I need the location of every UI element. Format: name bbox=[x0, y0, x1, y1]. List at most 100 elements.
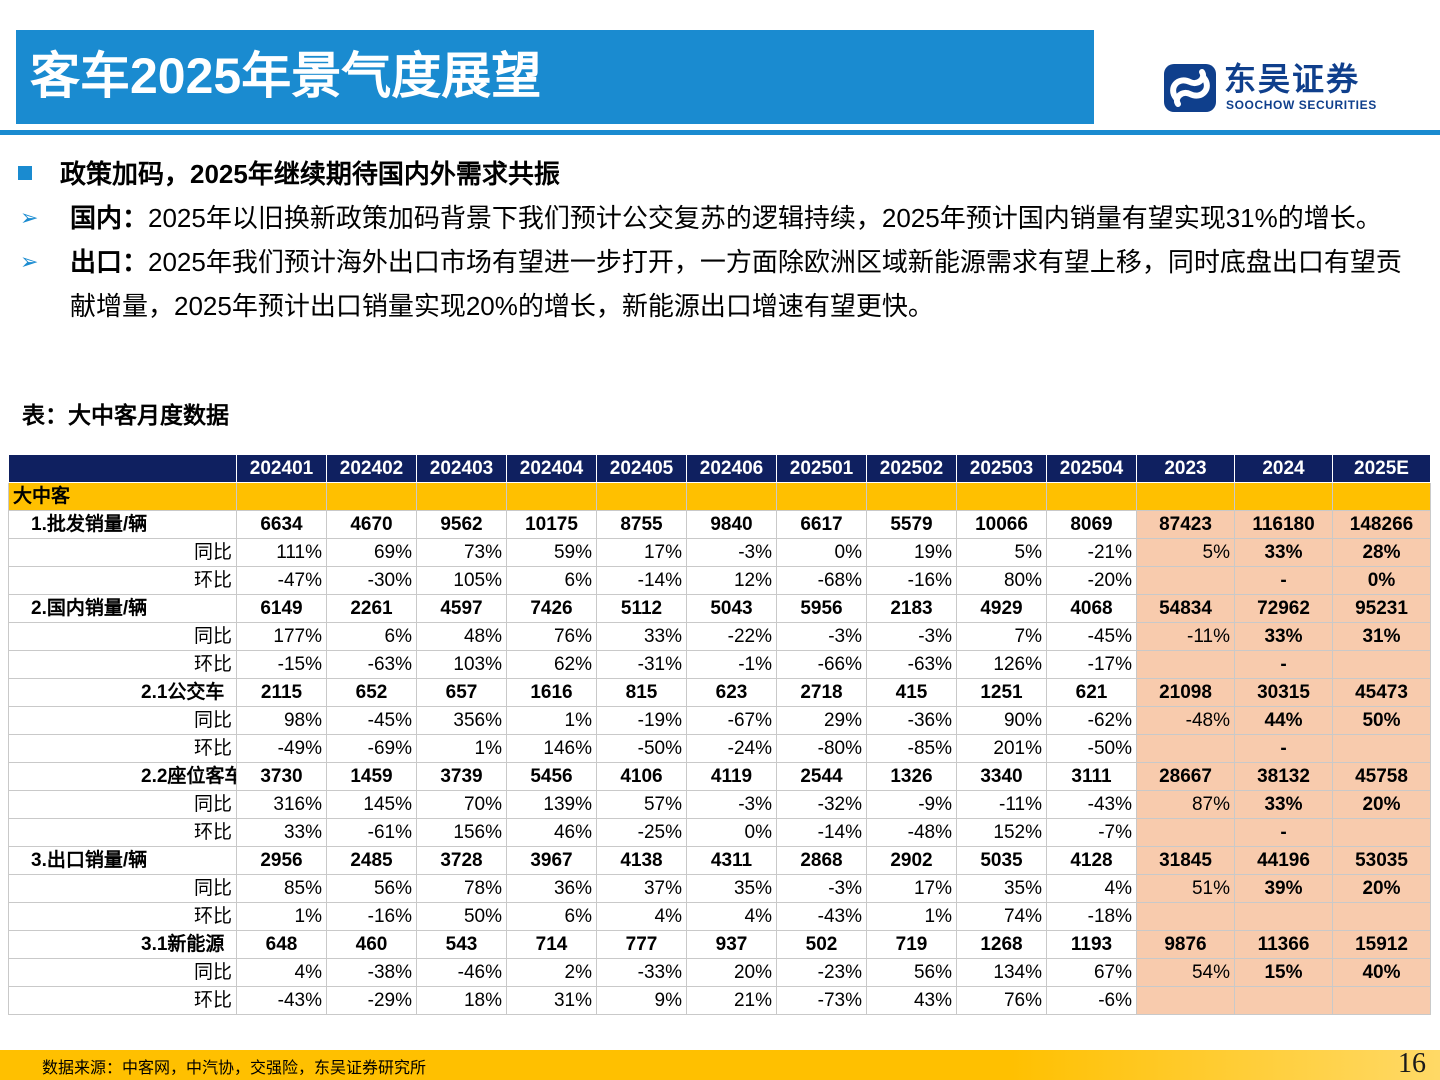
table-cell: 44196 bbox=[1234, 846, 1333, 875]
page-number: 16 bbox=[1398, 1048, 1426, 1079]
table-caption: 表：大中客月度数据 bbox=[22, 402, 229, 428]
bullet-text: 2025年我们预计海外出口市场有望进一步打开，一方面除欧洲区域新能源需求有望上移… bbox=[70, 247, 1402, 321]
row-label: 1.批发销量/辆 bbox=[8, 510, 237, 539]
section-cell bbox=[596, 482, 687, 511]
summary-bullets: 政策加码，2025年继续期待国内外需求共振 ➢ 国内：2025年以旧换新政策加码… bbox=[18, 152, 1418, 328]
bullet-text: 2025年以旧换新政策加码背景下我们预计公交复苏的逻辑持续，2025年预计国内销… bbox=[148, 203, 1382, 233]
table-cell: 3730 bbox=[236, 762, 327, 791]
table-cell: 4068 bbox=[1046, 594, 1137, 623]
table-cell: 29% bbox=[776, 706, 867, 735]
table-cell: -43% bbox=[236, 986, 327, 1015]
table-cell: 10066 bbox=[956, 510, 1047, 539]
table-cell: 4106 bbox=[596, 762, 687, 791]
table-row: 同比 177% 6% 48% 76% 33% -22% -3% -3% 7% -45% -11% 33%… bbox=[8, 622, 1431, 651]
table-cell: -17% bbox=[1046, 650, 1137, 679]
title-banner: 客车2025年景气度展望 bbox=[16, 30, 1094, 124]
section-cell bbox=[776, 482, 867, 511]
table-cell: 45758 bbox=[1332, 762, 1431, 791]
table-cell bbox=[1332, 734, 1431, 763]
section-cell bbox=[416, 482, 507, 511]
table-cell: 1459 bbox=[326, 762, 417, 791]
table-cell: 4% bbox=[686, 902, 777, 931]
table-cell: -3% bbox=[776, 874, 867, 903]
table-cell: 12% bbox=[686, 566, 777, 595]
table-cell: 46% bbox=[506, 818, 597, 847]
table-cell: 5% bbox=[956, 538, 1047, 567]
table-cell: 460 bbox=[326, 930, 417, 959]
row-label: 3.1新能源 bbox=[8, 930, 237, 959]
table-cell: -15% bbox=[236, 650, 327, 679]
row-label: 环比 bbox=[8, 566, 237, 595]
table-row: 1.批发销量/辆 6634 4670 9562 10175 8755 9840 6617 557… bbox=[8, 510, 1431, 539]
table-cell: -7% bbox=[1046, 818, 1137, 847]
table-cell: 7426 bbox=[506, 594, 597, 623]
table-cell: -36% bbox=[866, 706, 957, 735]
table-cell: 2868 bbox=[776, 846, 867, 875]
table-cell: -3% bbox=[686, 538, 777, 567]
table-cell: 1251 bbox=[956, 678, 1047, 707]
page-title: 客车2025年景气度展望 bbox=[30, 48, 542, 104]
table-cell: 1% bbox=[506, 706, 597, 735]
table-cell: 11366 bbox=[1234, 930, 1333, 959]
table-row: 环比 1% -16% 50% 6% 4% 4% -43% 1% 74% -18% bbox=[8, 902, 1431, 931]
table-cell: 543 bbox=[416, 930, 507, 959]
table-cell: 54% bbox=[1136, 958, 1235, 987]
table-cell: -14% bbox=[596, 566, 687, 595]
row-label: 同比 bbox=[8, 538, 237, 567]
table-cell: 1% bbox=[416, 734, 507, 763]
bullet-main: 政策加码，2025年继续期待国内外需求共振 bbox=[18, 152, 1418, 196]
column-header: 202405 bbox=[596, 454, 687, 483]
table-cell: 139% bbox=[506, 790, 597, 819]
table-cell: -73% bbox=[776, 986, 867, 1015]
table-cell bbox=[1332, 650, 1431, 679]
table-cell: -48% bbox=[866, 818, 957, 847]
table-cell: 5043 bbox=[686, 594, 777, 623]
table-cell: 31% bbox=[1332, 622, 1431, 651]
row-label: 环比 bbox=[8, 986, 237, 1015]
table-cell: 5% bbox=[1136, 538, 1235, 567]
table-cell: 17% bbox=[866, 874, 957, 903]
table-cell: - bbox=[1234, 566, 1333, 595]
table-cell: 2183 bbox=[866, 594, 957, 623]
table-cell: 2115 bbox=[236, 678, 327, 707]
table-cell: 78% bbox=[416, 874, 507, 903]
table-cell: -48% bbox=[1136, 706, 1235, 735]
table-cell: 33% bbox=[1234, 538, 1333, 567]
table-cell: -63% bbox=[326, 650, 417, 679]
title-divider bbox=[0, 130, 1440, 135]
table-cell: -50% bbox=[596, 734, 687, 763]
table-cell: 51% bbox=[1136, 874, 1235, 903]
table-cell bbox=[1332, 902, 1431, 931]
table-cell: -43% bbox=[776, 902, 867, 931]
soochow-logo-icon bbox=[1164, 64, 1216, 112]
table-cell: 777 bbox=[596, 930, 687, 959]
section-cell bbox=[956, 482, 1047, 511]
table-cell: 5112 bbox=[596, 594, 687, 623]
table-cell: 356% bbox=[416, 706, 507, 735]
table-row: 环比 -49% -69% 1% 146% -50% -24% -80% -85% 201% -50%… bbox=[8, 734, 1431, 763]
column-header: 202503 bbox=[956, 454, 1047, 483]
row-label: 同比 bbox=[8, 790, 237, 819]
table-cell: 714 bbox=[506, 930, 597, 959]
table-cell: 33% bbox=[1234, 790, 1333, 819]
table-cell: 2485 bbox=[326, 846, 417, 875]
section-cell bbox=[1136, 482, 1235, 511]
table-cell: -3% bbox=[776, 622, 867, 651]
table-cell: 145% bbox=[326, 790, 417, 819]
table-cell: 9876 bbox=[1136, 930, 1235, 959]
table-cell: -31% bbox=[596, 650, 687, 679]
table-cell: 4138 bbox=[596, 846, 687, 875]
table-row: 同比 85% 56% 78% 36% 37% 35% -3% 17% 35% 4% 51% 39% 20% bbox=[8, 874, 1431, 903]
bullet-label: 出口： bbox=[70, 247, 149, 277]
table-cell: 2261 bbox=[326, 594, 417, 623]
table-row: 同比 316% 145% 70% 139% 57% -3% -32% -9% -11% -43% 87… bbox=[8, 790, 1431, 819]
table-cell bbox=[1136, 986, 1235, 1015]
table-cell bbox=[1136, 734, 1235, 763]
column-header: 202403 bbox=[416, 454, 507, 483]
table-cell: 45473 bbox=[1332, 678, 1431, 707]
table-cell: 105% bbox=[416, 566, 507, 595]
table-cell: -1% bbox=[686, 650, 777, 679]
table-cell: 50% bbox=[1332, 706, 1431, 735]
table-cell bbox=[1332, 818, 1431, 847]
table-cell: 1193 bbox=[1046, 930, 1137, 959]
